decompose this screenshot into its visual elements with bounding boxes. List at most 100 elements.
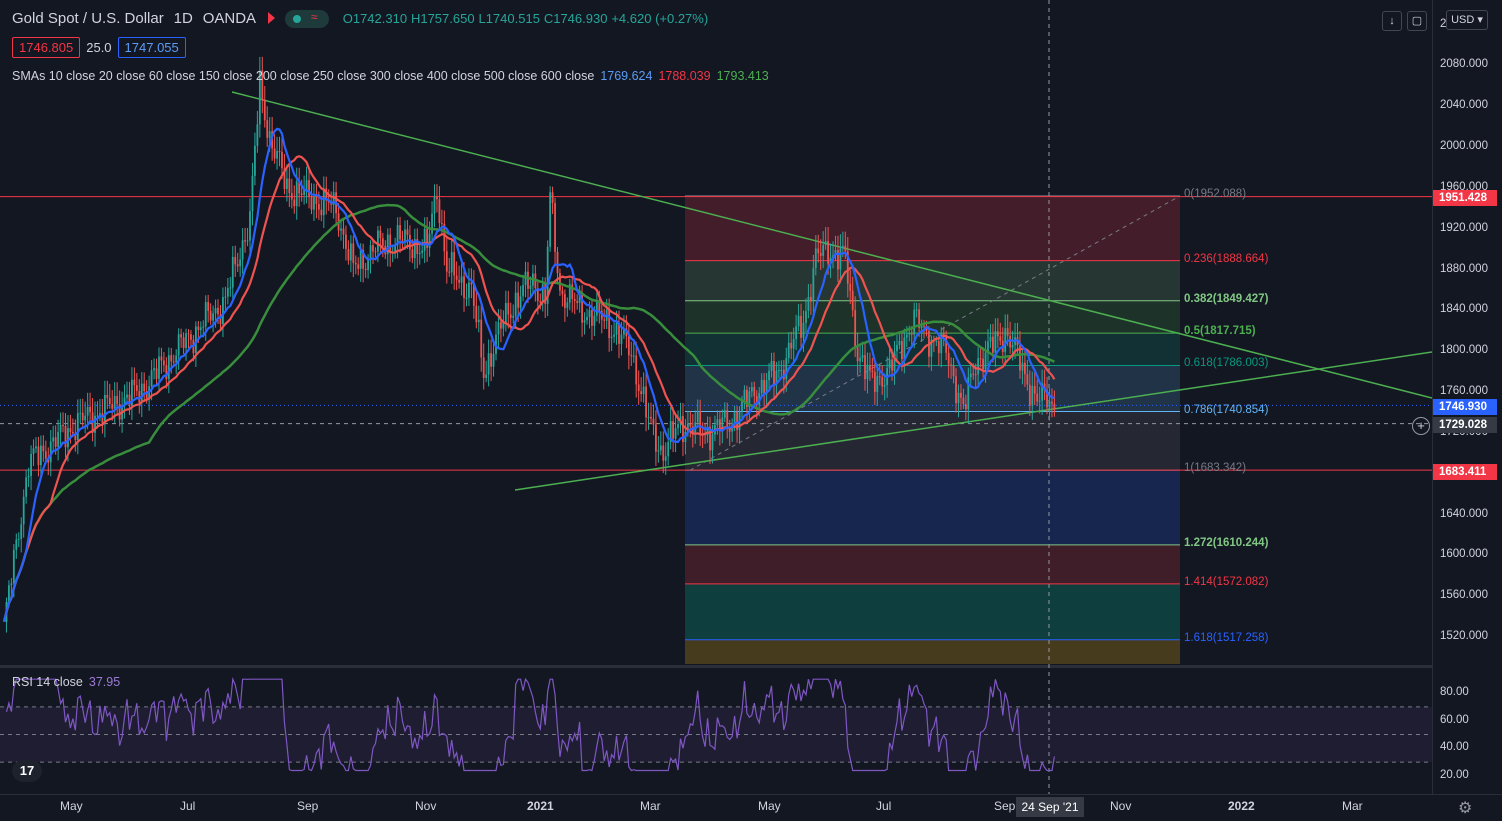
candle-body [635,355,638,385]
candle-body [40,445,42,466]
candle-body [627,336,630,356]
interval-label[interactable]: 1D [173,10,193,27]
candle-body [699,411,702,434]
candle-body [1019,345,1021,371]
candle-body [214,307,217,314]
candle-body [475,305,478,323]
candle-body [406,229,409,235]
candle-body [1046,390,1048,408]
candle-body [113,395,116,409]
candle-body [47,458,50,463]
candle-body [445,251,448,272]
gear-icon[interactable]: ⚙ [1458,800,1473,817]
pane-separator[interactable] [0,665,1502,668]
candle-body [99,413,101,416]
fib-zone [685,583,1180,640]
fib-level-label: 0.786(1740.854) [1184,403,1269,416]
candle-body [374,251,377,253]
symbol-name[interactable]: Gold Spot / U.S. Dollar [12,10,164,27]
candle-body [118,403,121,420]
price-axis-label: 1520.000 [1440,630,1488,642]
rsi-legend[interactable]: RSI 14 close 37.95 [12,675,120,689]
price-axis-label: 1800.000 [1440,344,1488,357]
crosshair-price-tag: 1729.028 [1433,417,1497,433]
candle-body [686,423,689,432]
candle-body [126,394,128,398]
candle-body [261,70,264,100]
time-axis[interactable] [0,794,1502,821]
price-axis[interactable] [1432,0,1502,794]
sma-legend[interactable]: SMAs 10 close 20 close 60 close 150 clos… [12,69,769,83]
candle-body [492,353,495,367]
candle-body [310,196,313,210]
candle-body [1006,328,1009,336]
candle-body [741,400,743,412]
candle-body [418,252,421,254]
candle-body [428,233,431,248]
fullscreen-icon[interactable]: ▢ [1407,11,1427,31]
candle-body [568,284,571,303]
candle-body [411,249,414,259]
candle-body [389,234,392,253]
candle-body [1036,393,1039,402]
sell-button[interactable]: 1746.805 [12,37,81,58]
candle-body [15,539,18,550]
candle-body [507,302,510,315]
fib-zone [685,195,1180,261]
candle-body [1009,335,1012,348]
candle-body [283,168,286,189]
candle-body [472,284,475,306]
candle-body [231,256,234,288]
flag-icon[interactable] [267,12,275,25]
download-icon[interactable]: ↓ [1382,11,1402,31]
candle-body [987,341,989,353]
plus-icon[interactable]: + [1412,417,1430,435]
candle-body [923,325,925,327]
candle-body [578,292,581,303]
candle-body [807,296,810,312]
candle-body [22,496,25,525]
candle-body [30,453,32,476]
bid-ask-panel: 1746.805 25.0 1747.055 [12,37,192,58]
candle-body [613,334,615,337]
candle-body [716,419,719,426]
candle-body [357,264,360,269]
candle-body [219,314,222,324]
market-status-toggle[interactable]: ≈ [284,10,329,29]
rsi-line [5,676,1055,772]
time-axis-label: May [60,799,83,813]
sma-10-line [2,127,1055,622]
candle-body [866,365,869,380]
candle-body [150,370,153,387]
chart-drawing [0,0,1432,794]
tradingview-logo[interactable]: 17 [12,760,42,782]
candle-body [94,415,96,433]
candle-body [239,259,242,267]
candle-body [630,355,633,357]
candle-body [477,319,480,323]
time-axis-label: Jul [180,799,196,813]
candle-body [1028,384,1031,406]
candle-body [286,178,288,189]
candle-body [849,283,852,291]
candle-body [396,225,399,246]
candle-body [359,249,362,269]
rsi-axis-label: 20.00 [1440,769,1469,781]
candle-body [480,319,483,358]
candle-body [244,240,246,242]
fib-zone [685,470,1180,545]
currency-select[interactable]: USD ▾ [1446,10,1488,30]
candle-body [891,359,893,371]
candle-body [180,334,183,338]
candle-body [544,284,547,304]
buy-button[interactable]: 1747.055 [117,37,186,58]
candle-body [814,248,817,269]
candle-body [896,344,898,352]
price-axis-label: 1880.000 [1440,262,1488,275]
candle-body [106,394,109,398]
candle-body [313,196,315,210]
candle-body [856,347,859,362]
candle-body [640,391,643,395]
candle-body [423,228,426,251]
candle-body [278,151,281,153]
